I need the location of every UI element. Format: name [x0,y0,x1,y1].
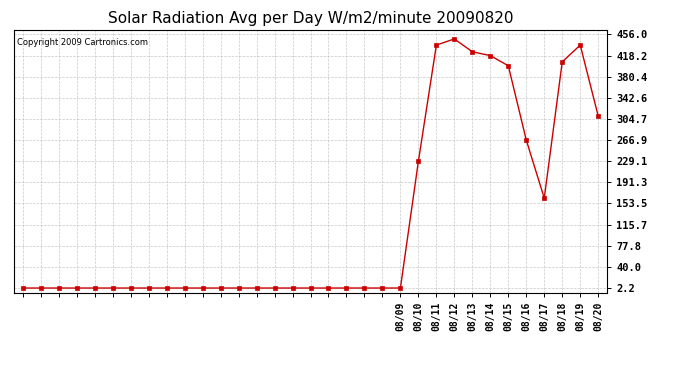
Title: Solar Radiation Avg per Day W/m2/minute 20090820: Solar Radiation Avg per Day W/m2/minute … [108,11,513,26]
Text: Copyright 2009 Cartronics.com: Copyright 2009 Cartronics.com [17,38,148,47]
